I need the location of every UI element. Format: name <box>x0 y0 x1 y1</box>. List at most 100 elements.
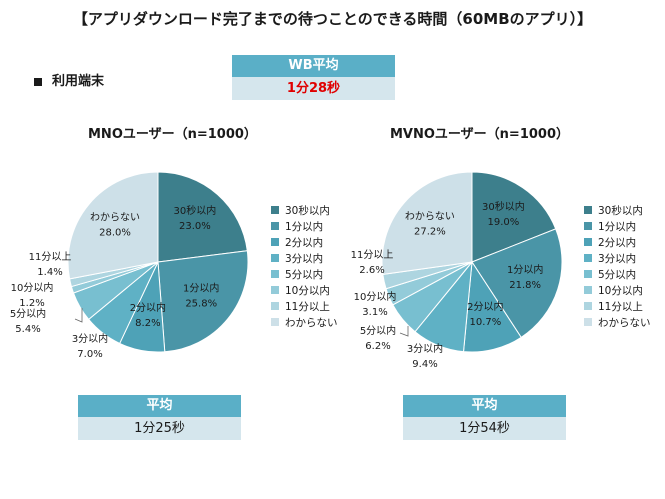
legend-label: 5分以内 <box>285 269 324 281</box>
legend-swatch <box>584 302 592 310</box>
mno-legend: 30秒以内 1分以内 2分以内 3分以内 5分以内 10分以内 11分以上わからない <box>271 203 338 331</box>
mvno-slice-value-2: 10.7% <box>469 317 501 328</box>
legend-label: 30秒以内 <box>285 205 330 217</box>
legend-label: 2分以内 <box>598 237 637 249</box>
mvno-slice-label-0: 30秒以内 <box>482 200 525 213</box>
mno-legend-item: わからない <box>271 315 338 331</box>
legend-label: 1分以内 <box>285 221 324 233</box>
legend-swatch <box>271 270 279 278</box>
page-title: 【アプリダウンロード完了までの待つことのできる時間（60MBのアプリ）】 <box>72 10 593 28</box>
mvno-slice-label-3: 3分以内 <box>407 342 443 355</box>
mno-pie <box>67 171 249 353</box>
mno-legend-item: 3分以内 <box>271 251 338 267</box>
section-label: 利用端末 <box>52 74 105 89</box>
mno-chart-title: MNOユーザー（n=1000） <box>88 127 257 142</box>
mvno-average-header: 平均 <box>403 395 566 417</box>
legend-label: わからない <box>285 317 338 329</box>
mvno-legend-item: 5分以内 <box>584 267 651 283</box>
mno-slice-label-7: わからない <box>90 211 140 223</box>
mno-slice-label-0: 30秒以内 <box>174 204 217 217</box>
mno-slice-value-4: 5.4% <box>15 324 40 335</box>
mno-legend-item: 1分以内 <box>271 219 338 235</box>
legend-swatch <box>584 254 592 262</box>
mno-slice-1 <box>157 250 249 353</box>
mno-average-header: 平均 <box>78 395 241 417</box>
wb-average-header: WB平均 <box>232 55 395 77</box>
mvno-slice-7 <box>381 171 473 275</box>
legend-label: 5分以内 <box>598 269 637 281</box>
wb-average-value: 1分28秒 <box>232 77 395 100</box>
mno-legend-item: 30秒以内 <box>271 203 338 219</box>
mno-slice-label-5: 10分以内 <box>11 281 54 294</box>
mvno-slice-0 <box>471 171 557 263</box>
mvno-pie <box>381 171 563 353</box>
mno-slice-0 <box>157 171 248 263</box>
mvno-slice-value-7: 27.2% <box>414 226 446 237</box>
mno-legend-item: 10分以内 <box>271 283 338 299</box>
mvno-legend: 30秒以内 1分以内 2分以内 3分以内 5分以内 10分以内 11分以上わからない <box>584 203 651 331</box>
mvno-slice-1 <box>471 228 563 339</box>
legend-swatch <box>271 302 279 310</box>
mvno-legend-item: 11分以上 <box>584 299 651 315</box>
legend-swatch <box>271 286 279 294</box>
legend-label: 1分以内 <box>598 221 637 233</box>
section-heading: 利用端末 <box>34 70 104 89</box>
legend-swatch <box>271 206 279 214</box>
legend-swatch <box>271 222 279 230</box>
legend-swatch <box>584 270 592 278</box>
mno-slice-label-2: 2分以内 <box>130 301 166 314</box>
mno-leader-line <box>74 308 83 323</box>
mno-slice-value-6: 1.4% <box>37 267 62 278</box>
mvno-slice-label-6: 11分以上 <box>351 249 394 261</box>
mno-legend-item: 5分以内 <box>271 267 338 283</box>
legend-swatch <box>584 286 592 294</box>
mvno-slice-value-0: 19.0% <box>487 217 519 228</box>
mvno-slice-value-5: 3.1% <box>362 307 387 318</box>
mno-average-value: 1分25秒 <box>78 417 241 440</box>
legend-label: 11分以上 <box>285 301 330 313</box>
legend-swatch <box>584 318 592 326</box>
legend-swatch <box>271 254 279 262</box>
legend-swatch <box>584 206 592 214</box>
legend-label: 11分以上 <box>598 301 643 313</box>
mvno-slice-label-2: 2分以内 <box>467 300 503 313</box>
mno-slice-label-4: 5分以内 <box>10 307 46 320</box>
mvno-legend-item: 3分以内 <box>584 251 651 267</box>
mno-slice-value-7: 28.0% <box>99 227 131 238</box>
legend-swatch <box>584 238 592 246</box>
mvno-slice-label-1: 1分以内 <box>507 263 543 276</box>
bullet-square-icon <box>34 77 42 86</box>
mvno-leader-line <box>399 326 409 337</box>
mno-slice-label-6: 11分以上 <box>29 251 72 263</box>
legend-label: 10分以内 <box>598 285 643 297</box>
mvno-slice-value-3: 9.4% <box>412 359 437 370</box>
mno-slice-value-5: 1.2% <box>19 298 44 309</box>
legend-swatch <box>271 238 279 246</box>
legend-label: 2分以内 <box>285 237 324 249</box>
mno-slice-value-2: 8.2% <box>135 318 160 329</box>
mvno-chart-title: MVNOユーザー（n=1000） <box>390 127 569 142</box>
mvno-slice-label-4: 5分以内 <box>360 324 396 337</box>
wb-average-box: WB平均 1分28秒 <box>232 55 395 100</box>
mvno-slice-value-1: 21.8% <box>509 280 541 291</box>
mno-slice-label-1: 1分以内 <box>183 281 219 294</box>
legend-swatch <box>271 318 279 326</box>
legend-label: わからない <box>598 317 651 329</box>
mvno-legend-item: 30秒以内 <box>584 203 651 219</box>
mvno-average-value: 1分54秒 <box>403 417 566 440</box>
legend-swatch <box>584 222 592 230</box>
mvno-slice-value-6: 2.6% <box>359 265 384 276</box>
mvno-slice-label-7: わからない <box>405 210 455 222</box>
mno-slice-value-3: 7.0% <box>77 349 102 360</box>
legend-label: 30秒以内 <box>598 205 643 217</box>
mvno-legend-item: 2分以内 <box>584 235 651 251</box>
mno-slice-value-1: 25.8% <box>185 298 217 309</box>
mvno-legend-item: 1分以内 <box>584 219 651 235</box>
legend-label: 3分以内 <box>598 253 637 265</box>
mvno-legend-item: わからない <box>584 315 651 331</box>
legend-label: 3分以内 <box>285 253 324 265</box>
mvno-legend-item: 10分以内 <box>584 283 651 299</box>
mvno-slice-value-4: 6.2% <box>365 341 390 352</box>
mno-slice-label-3: 3分以内 <box>72 332 108 345</box>
